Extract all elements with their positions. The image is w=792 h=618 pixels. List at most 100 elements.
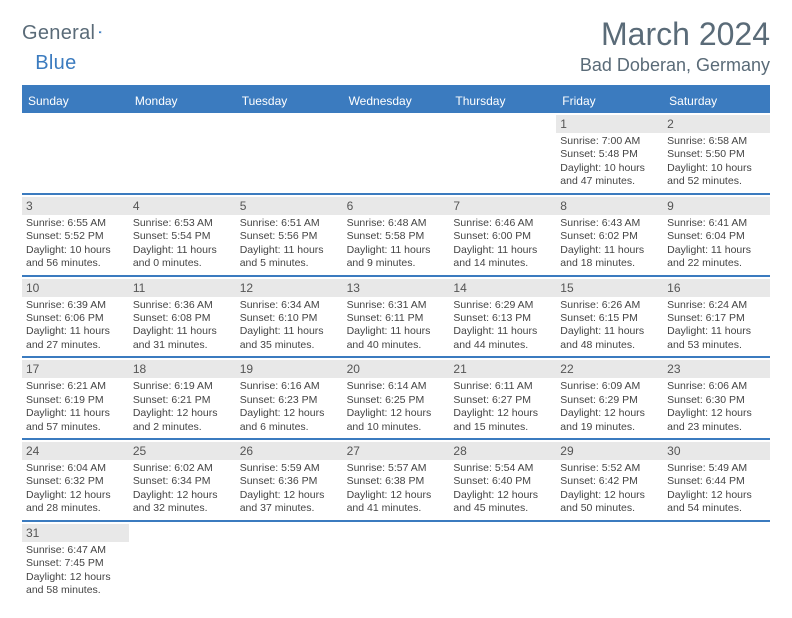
empty-cell bbox=[129, 522, 236, 602]
day-detail: and 19 minutes. bbox=[560, 421, 659, 434]
day-detail: Sunrise: 5:52 AM bbox=[560, 462, 659, 475]
day-detail: Daylight: 12 hours bbox=[240, 407, 339, 420]
day-cell: 16Sunrise: 6:24 AMSunset: 6:17 PMDayligh… bbox=[663, 277, 770, 357]
day-detail: and 47 minutes. bbox=[560, 175, 659, 188]
day-number: 21 bbox=[449, 360, 556, 378]
day-cell: 12Sunrise: 6:34 AMSunset: 6:10 PMDayligh… bbox=[236, 277, 343, 357]
flag-icon bbox=[99, 25, 102, 39]
day-detail: Daylight: 12 hours bbox=[347, 407, 446, 420]
day-detail: Sunset: 6:02 PM bbox=[560, 230, 659, 243]
day-detail: and 50 minutes. bbox=[560, 502, 659, 515]
day-number: 19 bbox=[236, 360, 343, 378]
day-detail: and 18 minutes. bbox=[560, 257, 659, 270]
day-detail: and 41 minutes. bbox=[347, 502, 446, 515]
day-number: 4 bbox=[129, 197, 236, 215]
day-detail: Sunrise: 6:53 AM bbox=[133, 217, 232, 230]
weekday-header: Wednesday bbox=[343, 89, 450, 113]
day-detail: Sunset: 6:10 PM bbox=[240, 312, 339, 325]
day-detail: and 45 minutes. bbox=[453, 502, 552, 515]
day-detail: Sunrise: 6:11 AM bbox=[453, 380, 552, 393]
empty-cell bbox=[236, 113, 343, 193]
day-cell: 14Sunrise: 6:29 AMSunset: 6:13 PMDayligh… bbox=[449, 277, 556, 357]
day-detail: and 48 minutes. bbox=[560, 339, 659, 352]
day-number: 28 bbox=[449, 442, 556, 460]
day-detail: Daylight: 10 hours bbox=[26, 244, 125, 257]
day-detail: Sunset: 6:17 PM bbox=[667, 312, 766, 325]
day-detail: Daylight: 11 hours bbox=[453, 325, 552, 338]
day-detail: Daylight: 11 hours bbox=[26, 407, 125, 420]
day-detail: Sunset: 6:00 PM bbox=[453, 230, 552, 243]
day-cell: 24Sunrise: 6:04 AMSunset: 6:32 PMDayligh… bbox=[22, 440, 129, 520]
day-detail: and 5 minutes. bbox=[240, 257, 339, 270]
day-detail: Daylight: 12 hours bbox=[560, 489, 659, 502]
day-detail: Daylight: 12 hours bbox=[26, 489, 125, 502]
day-detail: Daylight: 11 hours bbox=[667, 325, 766, 338]
empty-cell bbox=[236, 522, 343, 602]
day-detail: and 44 minutes. bbox=[453, 339, 552, 352]
day-cell: 31Sunrise: 6:47 AMSunset: 7:45 PMDayligh… bbox=[22, 522, 129, 602]
day-detail: and 54 minutes. bbox=[667, 502, 766, 515]
day-detail: Sunrise: 6:43 AM bbox=[560, 217, 659, 230]
day-number: 7 bbox=[449, 197, 556, 215]
day-detail: Daylight: 10 hours bbox=[560, 162, 659, 175]
day-detail: Sunrise: 6:06 AM bbox=[667, 380, 766, 393]
day-number: 27 bbox=[343, 442, 450, 460]
day-number: 8 bbox=[556, 197, 663, 215]
day-detail: Daylight: 12 hours bbox=[560, 407, 659, 420]
day-detail: Sunrise: 6:41 AM bbox=[667, 217, 766, 230]
day-detail: Sunset: 6:27 PM bbox=[453, 394, 552, 407]
day-detail: Sunset: 6:44 PM bbox=[667, 475, 766, 488]
day-detail: and 22 minutes. bbox=[667, 257, 766, 270]
week-row: 31Sunrise: 6:47 AMSunset: 7:45 PMDayligh… bbox=[22, 522, 770, 602]
day-detail: Sunset: 6:30 PM bbox=[667, 394, 766, 407]
day-cell: 13Sunrise: 6:31 AMSunset: 6:11 PMDayligh… bbox=[343, 277, 450, 357]
day-detail: Daylight: 11 hours bbox=[133, 325, 232, 338]
day-detail: and 31 minutes. bbox=[133, 339, 232, 352]
day-detail: Daylight: 12 hours bbox=[453, 407, 552, 420]
day-cell: 8Sunrise: 6:43 AMSunset: 6:02 PMDaylight… bbox=[556, 195, 663, 275]
day-detail: Sunset: 6:34 PM bbox=[133, 475, 232, 488]
day-cell: 2Sunrise: 6:58 AMSunset: 5:50 PMDaylight… bbox=[663, 113, 770, 193]
day-number: 3 bbox=[22, 197, 129, 215]
day-detail: Sunrise: 6:29 AM bbox=[453, 299, 552, 312]
day-cell: 29Sunrise: 5:52 AMSunset: 6:42 PMDayligh… bbox=[556, 440, 663, 520]
day-detail: Sunrise: 6:14 AM bbox=[347, 380, 446, 393]
day-cell: 1Sunrise: 7:00 AMSunset: 5:48 PMDaylight… bbox=[556, 113, 663, 193]
day-number: 22 bbox=[556, 360, 663, 378]
day-detail: Sunrise: 6:31 AM bbox=[347, 299, 446, 312]
day-detail: Sunset: 6:08 PM bbox=[133, 312, 232, 325]
day-detail: Sunrise: 6:48 AM bbox=[347, 217, 446, 230]
week-row: 17Sunrise: 6:21 AMSunset: 6:19 PMDayligh… bbox=[22, 358, 770, 440]
weekday-header: Sunday bbox=[22, 89, 129, 113]
empty-cell bbox=[449, 113, 556, 193]
day-cell: 17Sunrise: 6:21 AMSunset: 6:19 PMDayligh… bbox=[22, 358, 129, 438]
day-cell: 18Sunrise: 6:19 AMSunset: 6:21 PMDayligh… bbox=[129, 358, 236, 438]
day-detail: Daylight: 11 hours bbox=[453, 244, 552, 257]
day-number: 23 bbox=[663, 360, 770, 378]
day-detail: Sunrise: 6:02 AM bbox=[133, 462, 232, 475]
day-detail: and 27 minutes. bbox=[26, 339, 125, 352]
day-detail: Sunset: 5:48 PM bbox=[560, 148, 659, 161]
day-number: 14 bbox=[449, 279, 556, 297]
day-cell: 6Sunrise: 6:48 AMSunset: 5:58 PMDaylight… bbox=[343, 195, 450, 275]
day-detail: and 28 minutes. bbox=[26, 502, 125, 515]
week-row: 1Sunrise: 7:00 AMSunset: 5:48 PMDaylight… bbox=[22, 113, 770, 195]
day-detail: Sunset: 5:50 PM bbox=[667, 148, 766, 161]
day-detail: Daylight: 11 hours bbox=[26, 325, 125, 338]
day-detail: Sunrise: 6:58 AM bbox=[667, 135, 766, 148]
day-detail: Sunrise: 6:47 AM bbox=[26, 544, 125, 557]
day-detail: and 9 minutes. bbox=[347, 257, 446, 270]
day-number: 13 bbox=[343, 279, 450, 297]
calendar: SundayMondayTuesdayWednesdayThursdayFrid… bbox=[22, 85, 770, 602]
calendar-page: General March 2024 Bad Doberan, Germany … bbox=[0, 0, 792, 618]
empty-cell bbox=[22, 113, 129, 193]
day-cell: 9Sunrise: 6:41 AMSunset: 6:04 PMDaylight… bbox=[663, 195, 770, 275]
day-detail: Sunrise: 5:57 AM bbox=[347, 462, 446, 475]
day-detail: Sunset: 5:56 PM bbox=[240, 230, 339, 243]
day-number: 24 bbox=[22, 442, 129, 460]
weekday-header: Monday bbox=[129, 89, 236, 113]
day-detail: Sunrise: 6:21 AM bbox=[26, 380, 125, 393]
day-detail: Sunrise: 6:26 AM bbox=[560, 299, 659, 312]
day-number: 26 bbox=[236, 442, 343, 460]
day-cell: 22Sunrise: 6:09 AMSunset: 6:29 PMDayligh… bbox=[556, 358, 663, 438]
